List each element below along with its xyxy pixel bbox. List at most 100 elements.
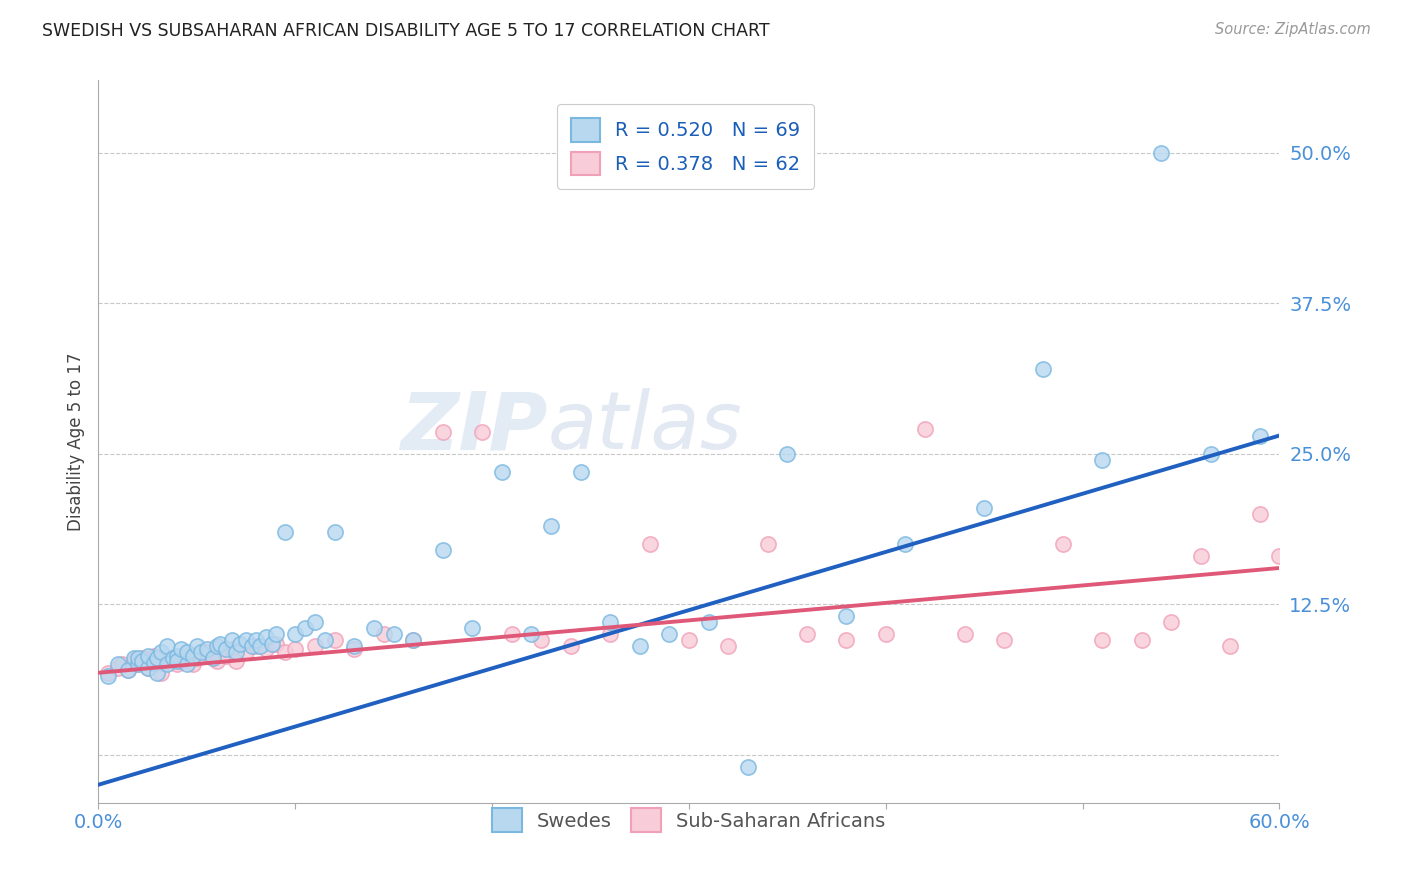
Point: [1189, 549, 1212, 563]
Point: [1249, 507, 1271, 521]
Point: [245, 633, 267, 648]
Point: [150, 645, 173, 659]
Point: [737, 760, 759, 774]
Point: [835, 633, 858, 648]
Point: [274, 524, 297, 539]
Legend: Swedes, Sub-Saharan Africans: Swedes, Sub-Saharan Africans: [481, 797, 897, 844]
Point: [166, 648, 188, 663]
Point: [264, 627, 287, 641]
Point: [136, 661, 159, 675]
Point: [678, 633, 700, 648]
Point: [136, 648, 159, 663]
Point: [323, 633, 346, 648]
Point: [240, 639, 263, 653]
Point: [471, 425, 494, 439]
Point: [402, 633, 425, 648]
Point: [1130, 633, 1153, 648]
Point: [111, 657, 134, 672]
Point: [294, 621, 316, 635]
Point: [122, 654, 145, 668]
Point: [1199, 446, 1222, 460]
Point: [1219, 639, 1241, 653]
Point: [215, 641, 238, 656]
Point: [209, 637, 232, 651]
Point: [142, 648, 165, 663]
Point: [304, 639, 326, 653]
Point: [221, 641, 243, 656]
Point: [363, 621, 385, 635]
Point: [658, 627, 681, 641]
Point: [1298, 542, 1320, 557]
Point: [254, 630, 277, 644]
Point: [501, 627, 523, 641]
Point: [146, 651, 169, 665]
Point: [569, 465, 592, 479]
Point: [195, 641, 218, 656]
Point: [107, 661, 129, 675]
Point: [97, 669, 120, 683]
Point: [156, 639, 179, 653]
Point: [1052, 537, 1074, 551]
Point: [1249, 428, 1271, 442]
Point: [432, 425, 454, 439]
Point: [136, 661, 159, 675]
Point: [225, 654, 247, 668]
Point: [156, 657, 179, 672]
Point: [131, 654, 153, 668]
Point: [432, 542, 454, 557]
Point: [181, 657, 204, 672]
Point: [127, 651, 149, 665]
Point: [186, 639, 208, 653]
Point: [314, 633, 336, 648]
Point: [117, 664, 139, 678]
Point: [628, 639, 651, 653]
Point: [131, 651, 153, 665]
Text: SWEDISH VS SUBSAHARAN AFRICAN DISABILITY AGE 5 TO 17 CORRELATION CHART: SWEDISH VS SUBSAHARAN AFRICAN DISABILITY…: [42, 22, 770, 40]
Point: [560, 639, 582, 653]
Point: [776, 446, 799, 460]
Point: [235, 633, 257, 648]
Text: atlas: atlas: [547, 388, 742, 467]
Point: [1268, 549, 1291, 563]
Point: [599, 627, 621, 641]
Point: [221, 633, 243, 648]
Point: [274, 645, 297, 659]
Point: [373, 627, 395, 641]
Point: [973, 500, 995, 515]
Text: Source: ZipAtlas.com: Source: ZipAtlas.com: [1215, 22, 1371, 37]
Point: [254, 641, 277, 656]
Point: [717, 639, 740, 653]
Point: [1032, 362, 1054, 376]
Point: [235, 645, 257, 659]
Point: [162, 651, 184, 665]
Point: [170, 641, 193, 656]
Point: [894, 537, 917, 551]
Point: [382, 627, 405, 641]
Point: [343, 641, 366, 656]
Point: [520, 627, 543, 641]
Point: [205, 654, 228, 668]
Point: [1288, 513, 1310, 527]
Point: [461, 621, 484, 635]
Point: [914, 423, 936, 437]
Point: [117, 664, 139, 678]
Point: [1278, 579, 1301, 593]
Point: [146, 665, 169, 680]
Point: [756, 537, 779, 551]
Point: [176, 657, 198, 672]
Point: [142, 656, 165, 670]
Y-axis label: Disability Age 5 to 17: Disability Age 5 to 17: [66, 352, 84, 531]
Point: [97, 665, 120, 680]
Point: [150, 665, 173, 680]
Point: [166, 657, 188, 672]
Text: ZIP: ZIP: [399, 388, 547, 467]
Point: [599, 615, 621, 630]
Point: [245, 639, 267, 653]
Point: [176, 648, 198, 663]
Point: [875, 627, 897, 641]
Point: [1091, 633, 1114, 648]
Point: [170, 654, 193, 668]
Point: [156, 654, 179, 668]
Point: [249, 639, 271, 653]
Point: [146, 657, 169, 672]
